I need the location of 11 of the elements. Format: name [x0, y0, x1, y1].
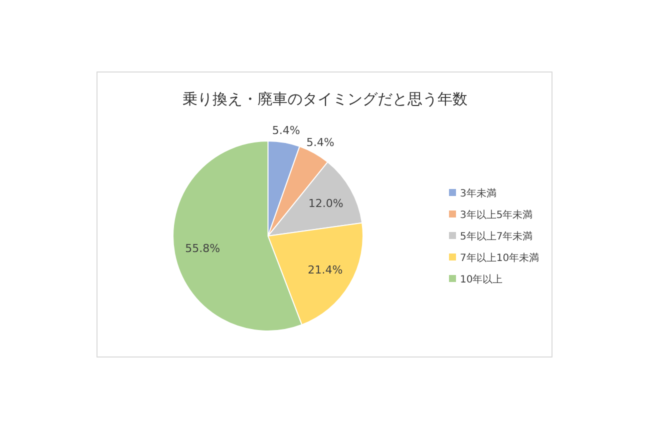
chart-title: 乗り換え・廃車のタイミングだと思う年数 [182, 90, 468, 108]
legend-label: 5年以上7年未満 [460, 230, 533, 242]
data-label: 12.0% [308, 197, 344, 210]
data-label: 5.4% [306, 136, 334, 150]
legend-label: 7年以上10年未満 [460, 252, 540, 264]
data-label: 5.4% [272, 124, 300, 138]
legend-label: 3年未満 [460, 188, 496, 200]
legend-label: 3年以上5年未満 [460, 209, 533, 221]
legend-label: 10年以上 [460, 274, 503, 286]
data-label: 21.4% [308, 264, 343, 277]
data-label: 55.8% [185, 242, 220, 255]
